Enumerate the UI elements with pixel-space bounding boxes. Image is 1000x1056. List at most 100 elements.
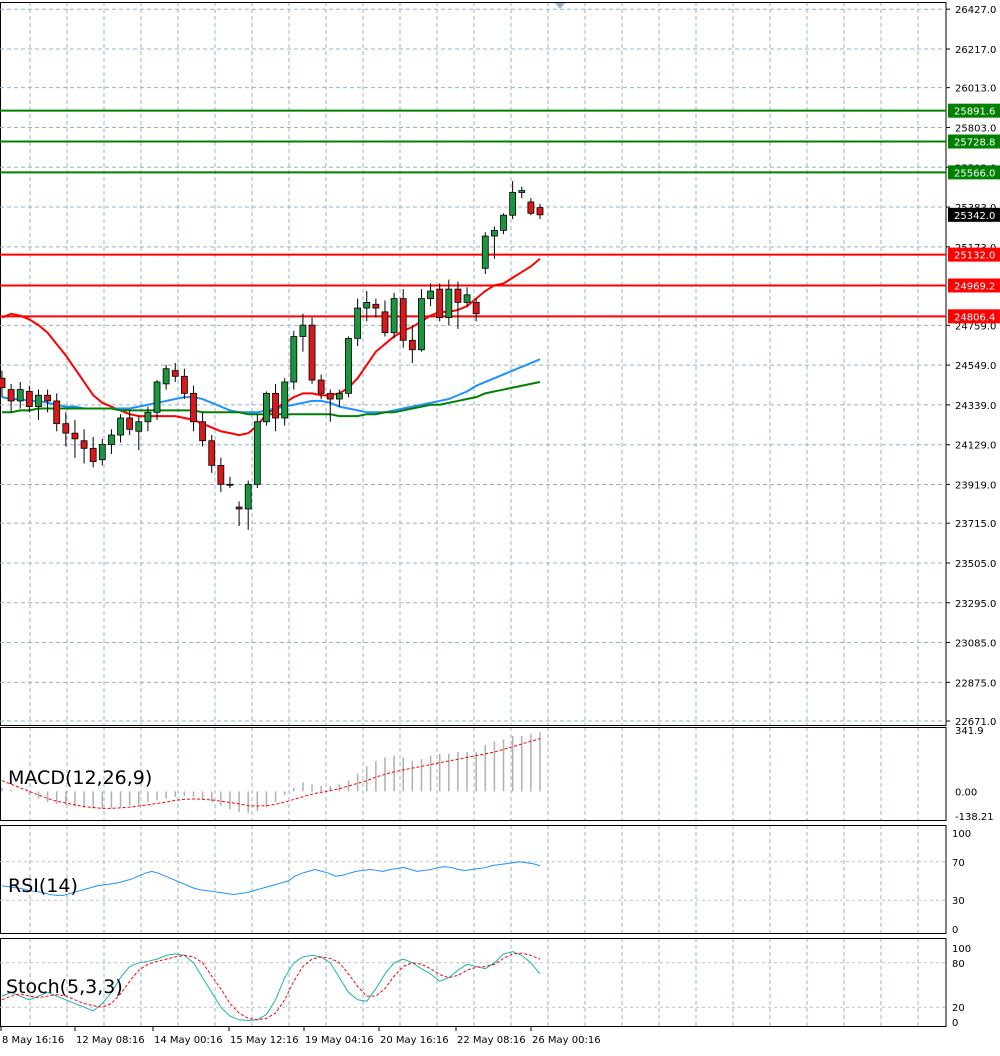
level-tag-label: 25566.0 [954, 168, 995, 179]
candle-body [299, 324, 307, 337]
x-tick-label: 15 May 12:16 [230, 1035, 299, 1046]
level-tag [948, 247, 1000, 262]
candle-body [290, 336, 298, 383]
pane-border [0, 938, 947, 1027]
candle-body [253, 421, 261, 485]
y-tick-label: 25803.0 [955, 123, 996, 134]
y-tick-label: 24339.0 [955, 401, 996, 412]
candle-body [408, 339, 416, 351]
candle-body [491, 229, 498, 237]
moving-average-line-2 [1, 358, 541, 414]
candle-body [281, 381, 289, 419]
macd-tick-label: -138.21 [955, 812, 994, 823]
candle-body [7, 389, 15, 402]
candle-body [263, 392, 270, 423]
level-tag-label: 25132.0 [954, 251, 995, 262]
candle-body [272, 392, 279, 419]
candle-body [518, 190, 526, 193]
candle-body [509, 192, 517, 216]
candle-body [308, 324, 316, 381]
y-tick-label: 24759.0 [955, 321, 996, 332]
level-tag [948, 309, 1000, 324]
y-tick-label: 24129.0 [955, 441, 996, 452]
candle-body [208, 440, 216, 466]
candle-body [454, 288, 462, 303]
candle-body [372, 303, 380, 309]
current-price-tag [948, 207, 1000, 222]
stoch-tick-label: 80 [952, 959, 965, 970]
candle-body [527, 201, 535, 214]
candle-body [180, 375, 188, 394]
candle-body [153, 381, 161, 413]
level-tag [948, 165, 1000, 180]
candle-body [190, 392, 197, 423]
y-tick-label: 23295.0 [955, 599, 996, 610]
candle-body [98, 444, 106, 461]
rsi-tick-label: 0 [952, 925, 958, 936]
candle-body [162, 368, 170, 385]
x-tick-label: 26 May 00:16 [532, 1035, 601, 1046]
rsi-line [1, 861, 541, 896]
level-tag-label: 24969.2 [954, 281, 995, 292]
level-tag-label: 25891.6 [954, 107, 995, 118]
candle-body [399, 298, 407, 341]
candle-body [427, 290, 434, 299]
candle-body [226, 483, 234, 486]
level-tag [948, 134, 1000, 149]
candle-body [335, 392, 343, 400]
candle-body [445, 288, 453, 318]
candle-body [53, 400, 61, 425]
y-tick-label: 26013.0 [955, 84, 996, 95]
stoch-label: Stoch(5,3,3) [6, 976, 123, 998]
candle-body [171, 370, 179, 377]
x-tick-label: 8 May 16:16 [2, 1035, 64, 1046]
stoch-tick-label: 100 [952, 944, 971, 955]
stoch-d-line [1, 952, 541, 1021]
candle-body [244, 483, 252, 510]
candle-body [135, 421, 143, 432]
rsi-tick-label: 100 [952, 829, 971, 840]
x-tick-label: 12 May 08:16 [76, 1035, 145, 1046]
stoch-tick-label: 20 [952, 1003, 965, 1014]
candle-body [199, 421, 207, 442]
y-tick-label: 23085.0 [955, 639, 996, 650]
scroll-marker-icon [555, 3, 565, 9]
level-tag [948, 103, 1000, 118]
candle-body [16, 389, 24, 402]
candle-body [354, 307, 362, 339]
rsi-label: RSI(14) [8, 875, 78, 897]
macd-tick-label: 341.9 [955, 726, 984, 737]
candle-body [345, 337, 352, 394]
level-tag [948, 278, 1000, 293]
candle-body [463, 294, 471, 303]
candle-body [144, 411, 152, 423]
y-tick-label: 23715.0 [955, 519, 996, 530]
candle-body [363, 301, 371, 309]
candle-body [536, 207, 544, 216]
moving-average-line-3 [2, 380, 541, 418]
x-tick-label: 22 May 08:16 [457, 1035, 526, 1046]
candle-body [217, 464, 225, 485]
candle-body [126, 417, 134, 430]
candle-body [108, 434, 115, 445]
candle-body [35, 394, 42, 408]
candle-body [481, 235, 489, 269]
x-tick-label: 20 May 16:16 [380, 1035, 449, 1046]
pane-border [0, 2, 947, 726]
candle-body [436, 288, 444, 318]
candle-body [317, 379, 325, 394]
candle-body [44, 394, 51, 402]
level-tag-label: 24806.4 [954, 312, 995, 323]
macd-label: MACD(12,26,9) [8, 767, 153, 789]
candle-body [0, 377, 6, 389]
rsi-tick-label: 30 [952, 896, 965, 907]
candle-body [381, 311, 389, 334]
candle-body [80, 440, 88, 449]
y-tick-label: 24549.0 [955, 361, 996, 372]
y-tick-label: 22671.0 [955, 717, 996, 728]
stoch-tick-label: 0 [952, 1018, 958, 1029]
candle-body [326, 392, 334, 400]
y-tick-label: 23505.0 [955, 559, 996, 570]
rsi-tick-label: 70 [952, 858, 965, 869]
